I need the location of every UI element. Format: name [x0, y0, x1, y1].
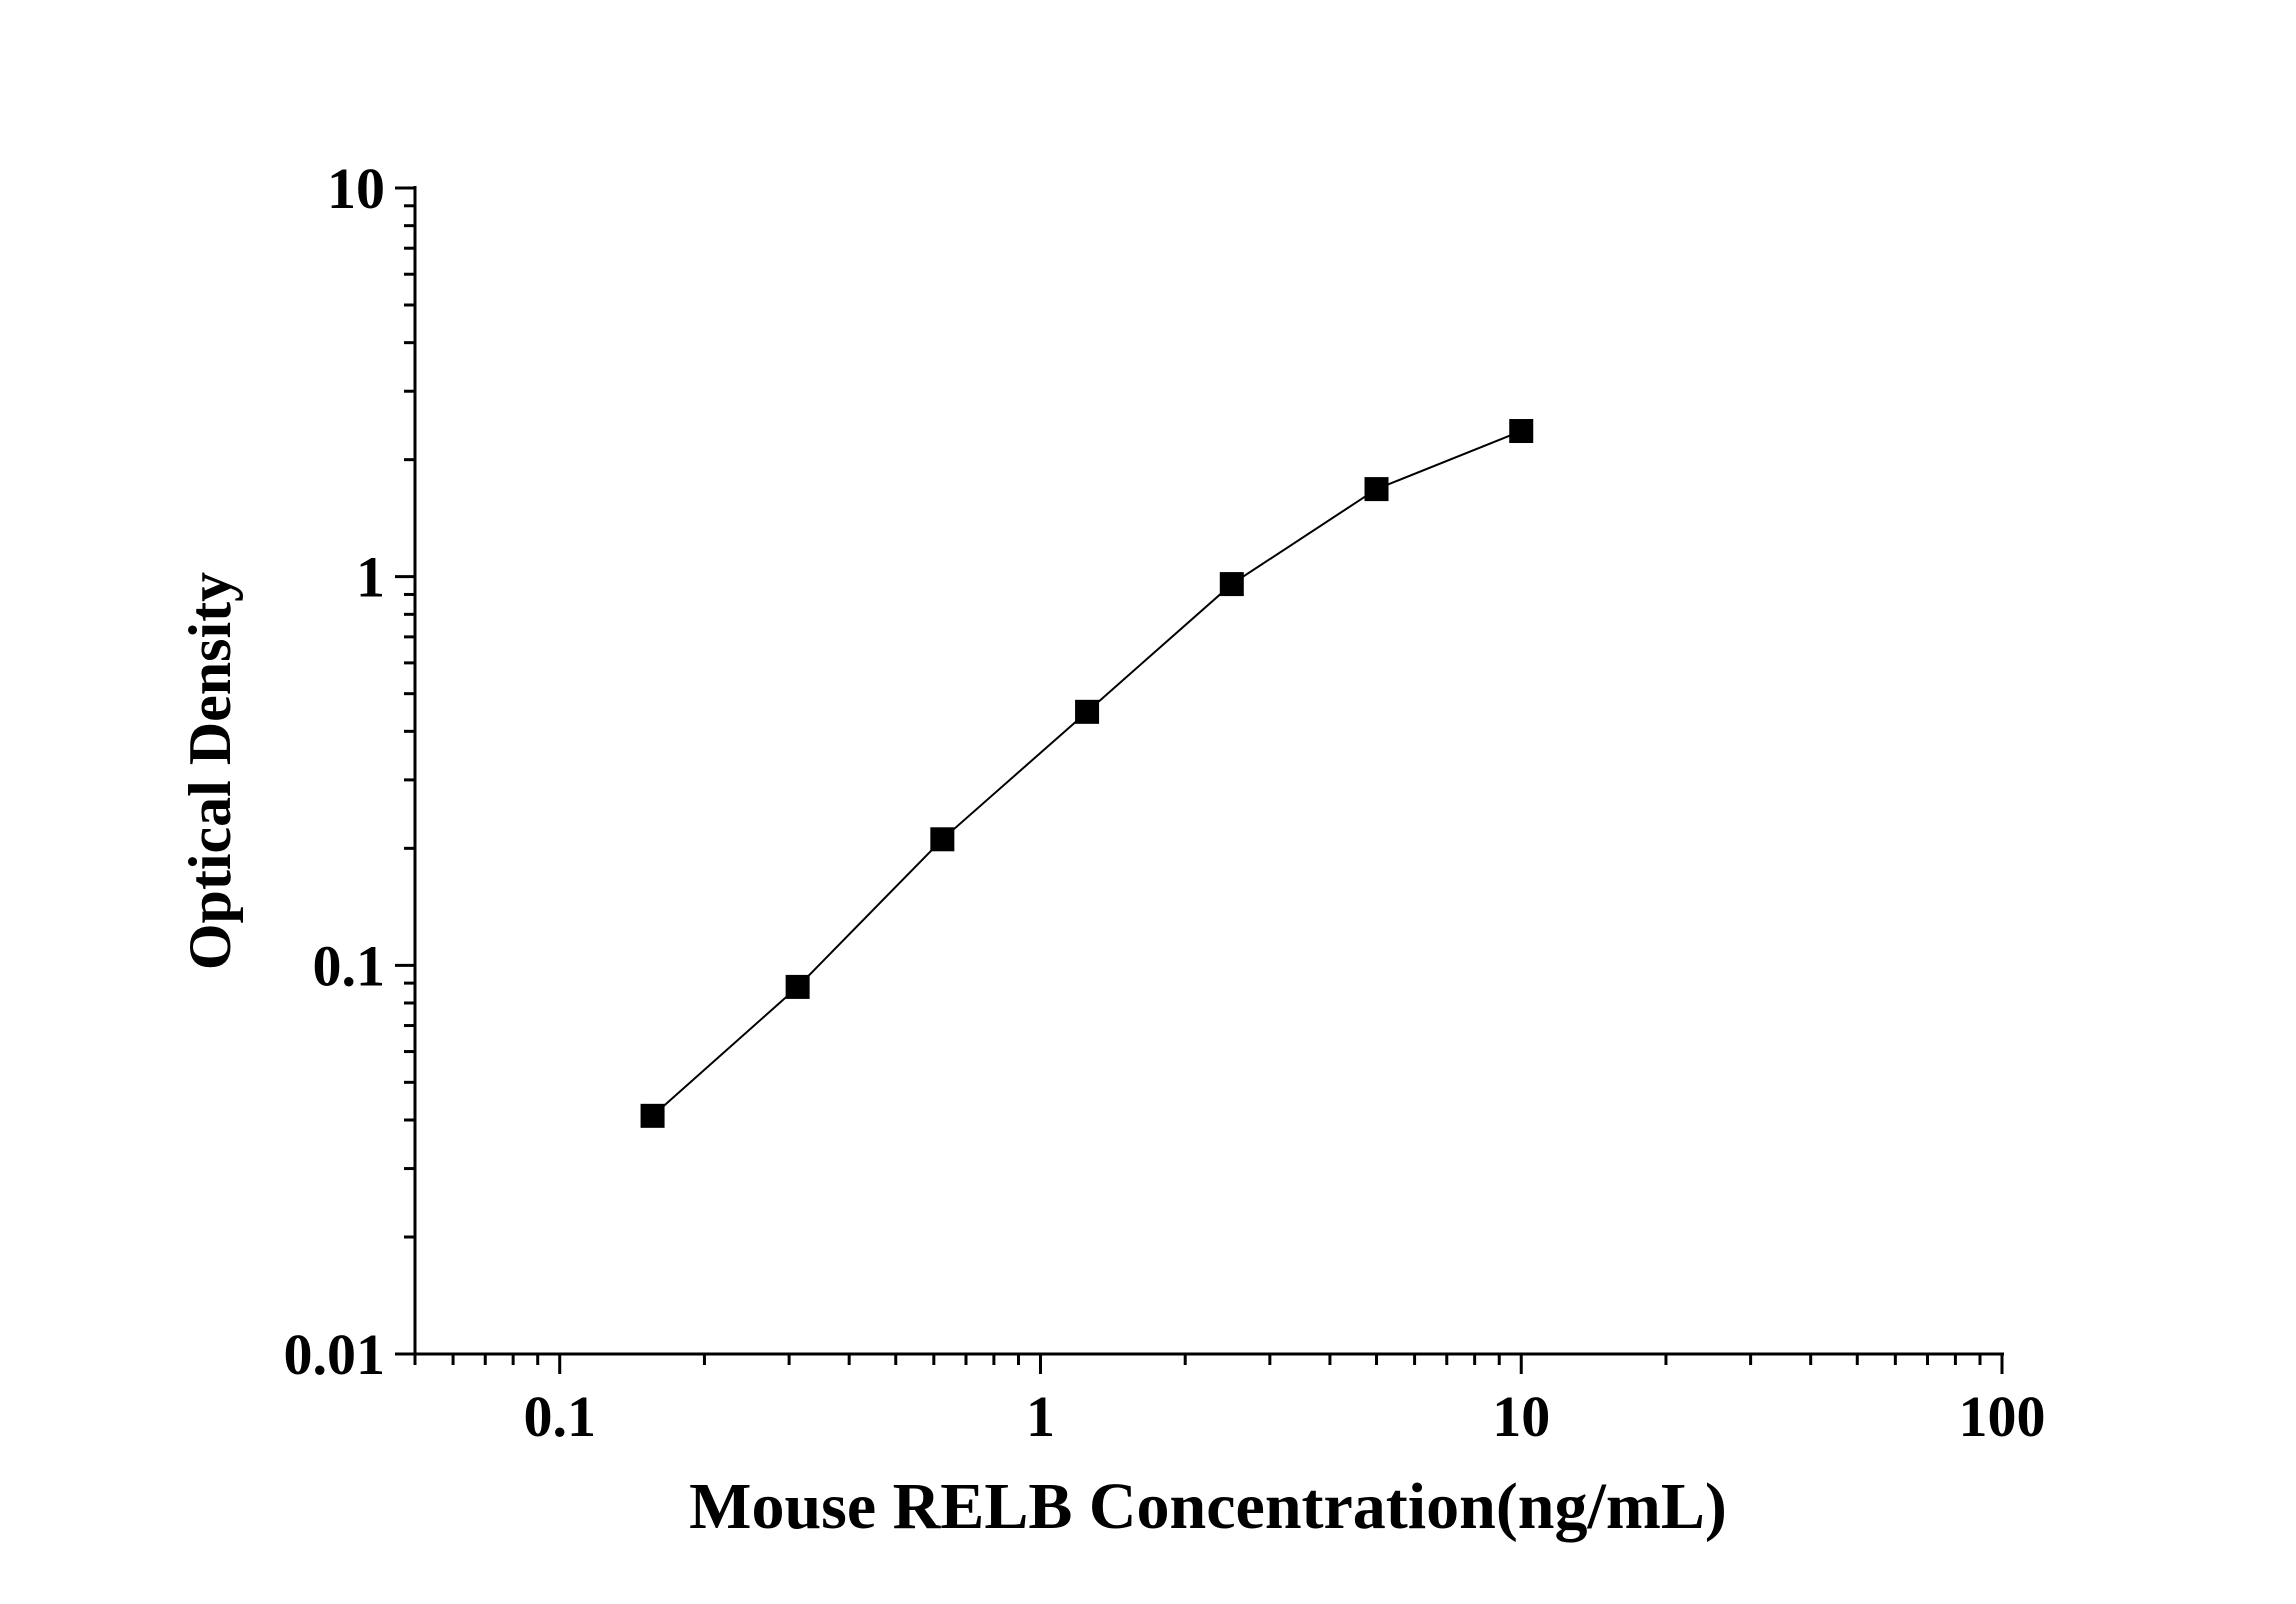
series: [640, 419, 1534, 1128]
data-point: [930, 827, 955, 852]
x-tick-label: 100: [1959, 1384, 2046, 1449]
y-axis-label: Optical Density: [177, 572, 243, 970]
data-point: [1509, 419, 1534, 444]
y-tick-label: 10: [327, 156, 385, 221]
data-point: [1075, 699, 1100, 724]
x-tick-label: 10: [1492, 1384, 1550, 1449]
data-point: [1364, 477, 1389, 502]
data-point: [1219, 572, 1244, 597]
x-axis-label: Mouse RELB Concentration(ng/mL): [689, 1470, 1727, 1543]
ticks: 0.1 1 10 100 0.01 0.1 1 10: [284, 156, 2046, 1449]
y-tick-label: 0.1: [313, 933, 386, 998]
y-tick-label: 1: [356, 545, 385, 610]
axes: [413, 186, 2004, 1356]
x-tick-label: 1: [1026, 1384, 1055, 1449]
data-point: [640, 1103, 665, 1128]
series-line: [651, 430, 1522, 1117]
data-point: [785, 974, 810, 999]
x-tick-label: 0.1: [523, 1384, 596, 1449]
y-tick-label: 0.01: [284, 1322, 386, 1387]
